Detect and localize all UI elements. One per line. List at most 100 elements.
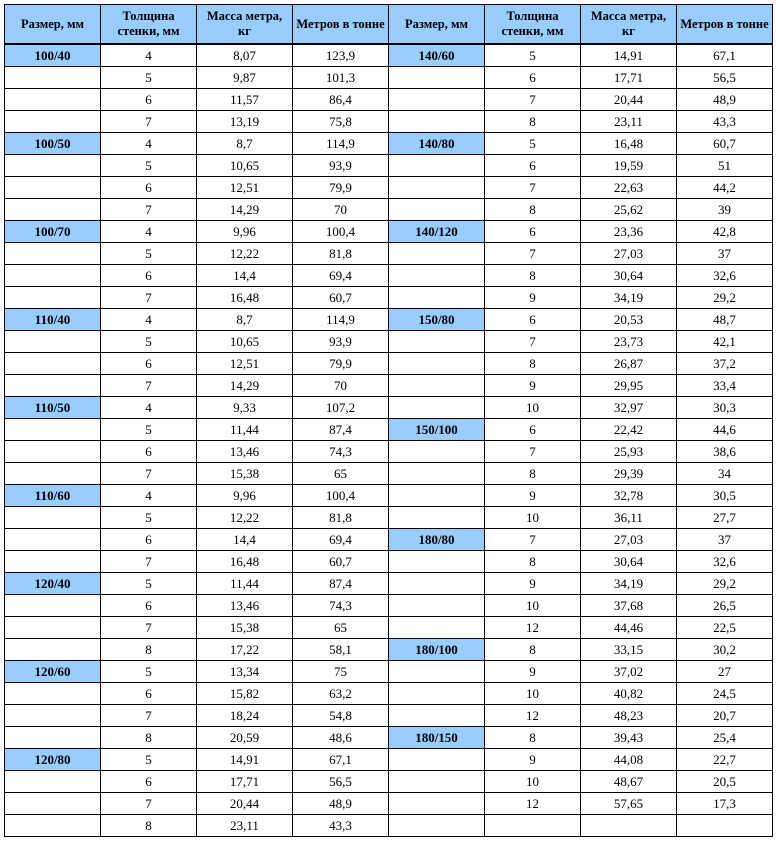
cell-thick-r: 6 — [485, 419, 581, 441]
cell-size-l — [5, 617, 101, 639]
cell-thick-l: 5 — [101, 749, 197, 771]
cell-mass-r: 40,82 — [581, 683, 677, 705]
table-row: 100/5048,7114,9140/80516,4860,7 — [5, 133, 773, 155]
header-size-l: Размер, мм — [5, 5, 101, 45]
cell-thick-r: 10 — [485, 595, 581, 617]
cell-mpt-l: 81,8 — [293, 243, 389, 265]
cell-mpt-r: 17,3 — [677, 793, 773, 815]
cell-size-r: 140/80 — [389, 133, 485, 155]
cell-size-l — [5, 67, 101, 89]
cell-size-l: 110/60 — [5, 485, 101, 507]
table-row: 512,2281,8727,0337 — [5, 243, 773, 265]
cell-size-r — [389, 815, 485, 837]
cell-size-r — [389, 177, 485, 199]
cell-mass-l: 10,65 — [197, 155, 293, 177]
cell-mass-l: 15,38 — [197, 463, 293, 485]
cell-thick-r: 10 — [485, 507, 581, 529]
cell-mpt-l: 67,1 — [293, 749, 389, 771]
cell-mass-l: 14,29 — [197, 199, 293, 221]
cell-mpt-r: 32,6 — [677, 265, 773, 287]
cell-thick-l: 6 — [101, 89, 197, 111]
table-row: 120/80514,9167,1944,0822,7 — [5, 749, 773, 771]
cell-mass-r: 23,73 — [581, 331, 677, 353]
cell-thick-r: 6 — [485, 67, 581, 89]
cell-size-r: 180/80 — [389, 529, 485, 551]
cell-thick-r: 8 — [485, 353, 581, 375]
cell-mass-l: 8,7 — [197, 133, 293, 155]
cell-thick-l: 4 — [101, 221, 197, 243]
cell-thick-r: 9 — [485, 485, 581, 507]
cell-size-r — [389, 617, 485, 639]
cell-mpt-l: 75 — [293, 661, 389, 683]
cell-size-r — [389, 749, 485, 771]
cell-thick-l: 7 — [101, 793, 197, 815]
cell-mpt-r: 22,5 — [677, 617, 773, 639]
cell-mass-l: 11,57 — [197, 89, 293, 111]
cell-thick-r: 7 — [485, 243, 581, 265]
cell-size-r: 180/100 — [389, 639, 485, 661]
cell-mass-r: 22,42 — [581, 419, 677, 441]
table-row: 714,2970929,9533,4 — [5, 375, 773, 397]
cell-thick-l: 8 — [101, 815, 197, 837]
cell-mass-l: 15,82 — [197, 683, 293, 705]
cell-thick-r: 6 — [485, 221, 581, 243]
cell-mass-l: 13,34 — [197, 661, 293, 683]
table-row: 120/60513,3475937,0227 — [5, 661, 773, 683]
cell-mass-l: 17,22 — [197, 639, 293, 661]
cell-mpt-r: 26,5 — [677, 595, 773, 617]
cell-mass-l: 14,91 — [197, 749, 293, 771]
table-row: 511,4487,4150/100622,4244,6 — [5, 419, 773, 441]
cell-thick-r: 12 — [485, 617, 581, 639]
cell-mpt-r: 27 — [677, 661, 773, 683]
cell-mass-r: 44,46 — [581, 617, 677, 639]
cell-size-l: 110/40 — [5, 309, 101, 331]
cell-mpt-l: 60,7 — [293, 551, 389, 573]
cell-mass-r: 22,63 — [581, 177, 677, 199]
cell-size-l — [5, 177, 101, 199]
cell-mpt-l: 114,9 — [293, 309, 389, 331]
cell-thick-r: 10 — [485, 771, 581, 793]
cell-mass-l: 15,38 — [197, 617, 293, 639]
cell-thick-l: 8 — [101, 639, 197, 661]
cell-size-r — [389, 375, 485, 397]
cell-size-l — [5, 595, 101, 617]
table-row: 613,4674,31037,6826,5 — [5, 595, 773, 617]
cell-thick-r — [485, 815, 581, 837]
cell-size-l — [5, 507, 101, 529]
table-row: 714,2970825,6239 — [5, 199, 773, 221]
cell-size-l — [5, 89, 101, 111]
cell-mpt-r: 30,3 — [677, 397, 773, 419]
cell-mpt-l: 81,8 — [293, 507, 389, 529]
cell-thick-l: 7 — [101, 705, 197, 727]
cell-mpt-r: 33,4 — [677, 375, 773, 397]
cell-size-r — [389, 111, 485, 133]
header-mpt-r: Метров в тонне — [677, 5, 773, 45]
cell-mpt-r: 29,2 — [677, 287, 773, 309]
cell-size-r: 150/100 — [389, 419, 485, 441]
cell-size-r — [389, 397, 485, 419]
cell-mass-l: 10,65 — [197, 331, 293, 353]
cell-mpt-r: 25,4 — [677, 727, 773, 749]
table-row: 614,469,4180/80727,0337 — [5, 529, 773, 551]
cell-mass-r: 20,44 — [581, 89, 677, 111]
table-row: 612,5179,9826,8737,2 — [5, 353, 773, 375]
cell-size-r — [389, 485, 485, 507]
cell-mpt-l: 43,3 — [293, 815, 389, 837]
cell-mpt-r: 39 — [677, 199, 773, 221]
cell-mass-r: 17,71 — [581, 67, 677, 89]
cell-mpt-l: 87,4 — [293, 419, 389, 441]
cell-thick-l: 4 — [101, 397, 197, 419]
cell-mpt-r: 34 — [677, 463, 773, 485]
cell-thick-r: 7 — [485, 89, 581, 111]
cell-size-r — [389, 67, 485, 89]
cell-size-l: 100/50 — [5, 133, 101, 155]
cell-mass-l: 8,7 — [197, 309, 293, 331]
cell-mass-r: 37,68 — [581, 595, 677, 617]
cell-thick-r: 7 — [485, 177, 581, 199]
cell-size-l: 100/70 — [5, 221, 101, 243]
cell-thick-r: 9 — [485, 287, 581, 309]
cell-mass-l: 18,24 — [197, 705, 293, 727]
cell-size-l — [5, 529, 101, 551]
table-row: 59,87101,3617,7156,5 — [5, 67, 773, 89]
cell-thick-l: 5 — [101, 331, 197, 353]
